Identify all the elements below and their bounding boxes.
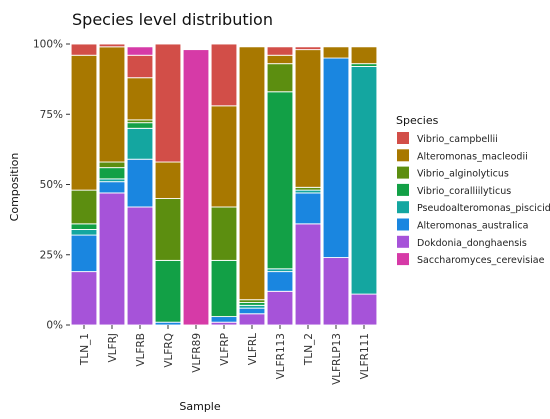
bar-tln-2-alteromonas-australica	[294, 192, 322, 225]
x-tick-label-vlfr113: VLFR113	[275, 333, 287, 379]
bar-vlfrj-vibrio-campbellii	[98, 43, 126, 48]
legend-label-alteromonas-macleodii: Alteromonas_macleodii	[417, 151, 528, 162]
chart-title: Species level distribution	[72, 10, 273, 29]
bar-vlfrj-dokdonia-donghaensis	[98, 192, 126, 326]
y-tick-label: 100%	[33, 39, 63, 51]
bar-tln-1-pseudoalteromonas-piscicida	[70, 229, 98, 236]
bar-vlfr113-vibrio-alginolyticus	[266, 63, 294, 93]
bar-vlfrl-dokdonia-donghaensis	[238, 313, 266, 326]
bar-tln-2-vibrio-campbellii	[294, 46, 322, 51]
bar-vlfrl-alteromonas-australica	[238, 307, 266, 315]
x-axis: TLN_1 VLFRJ VLFRB VLFRQ VLFR89 VLFRP VLFRL VLFR…	[79, 325, 371, 385]
x-axis-title: Sample	[179, 400, 220, 413]
y-tick-label: 50%	[40, 179, 63, 191]
legend-key-vibrio-campbellii	[397, 132, 409, 144]
bar-vlfrlp13-alteromonas-australica	[322, 57, 350, 259]
legend-label-alteromonas-australica: Alteromonas_australica	[417, 221, 528, 232]
bar-vlfrb-saccharomyces-cerevisiae	[126, 46, 154, 56]
bar-vlfrq-alteromonas-macleodii	[154, 161, 182, 200]
bar-vlfrb-pseudoalteromonas-piscicida	[126, 127, 154, 160]
bar-vlfrb-vibrio-campbellii	[126, 54, 154, 79]
bar-vlfr111-alteromonas-macleodii	[350, 46, 378, 65]
bar-vlfr113-vibrio-coralliilyticus	[266, 91, 294, 270]
x-tick-label-tln-2: TLN_2	[303, 333, 315, 366]
x-tick-label-tln-1: TLN_1	[79, 333, 91, 366]
bar-tln-1-alteromonas-australica	[70, 234, 98, 273]
legend-label-vibrio-coralliilyticus: Vibrio_coralliilyticus	[417, 186, 511, 197]
bar-vlfrj-alteromonas-macleodii	[98, 46, 126, 163]
bar-vlfrq-vibrio-campbellii	[154, 43, 182, 163]
x-tick-label-vlfrlp13: VLFRLP13	[331, 333, 343, 385]
bar-vlfr89-saccharomyces-cerevisiae	[182, 49, 210, 326]
legend-label-vibrio-campbellii: Vibrio_campbellii	[417, 134, 498, 145]
bar-vlfrj-alteromonas-australica	[98, 181, 126, 194]
y-tick-label: 75%	[40, 109, 63, 121]
legend-key-vibrio-alginolyticus	[397, 166, 409, 179]
bar-vlfrb-alteromonas-australica	[126, 158, 154, 208]
x-tick-label-vlfr111: VLFR111	[359, 333, 371, 379]
bar-vlfrp-vibrio-campbellii	[210, 43, 238, 107]
bar-tln-1-alteromonas-macleodii	[70, 54, 98, 191]
legend-label-vibrio-alginolyticus: Vibrio_alginolyticus	[417, 169, 509, 180]
bar-vlfrb-dokdonia-donghaensis	[126, 206, 154, 326]
bar-vlfrl-alteromonas-macleodii	[238, 46, 266, 301]
x-tick-label-vlfrq: VLFRQ	[163, 333, 175, 368]
bar-vlfrb-vibrio-coralliilyticus	[126, 122, 154, 129]
bar-tln-2-alteromonas-macleodii	[294, 49, 322, 188]
bar-vlfrp-alteromonas-macleodii	[210, 105, 238, 208]
legend-label-pseudoalteromonas-piscicida: Pseudoalteromonas_piscicida	[417, 203, 550, 214]
legend: Species Vibrio_campbellii Alteromonas_mac…	[396, 114, 550, 266]
x-tick-label-vlfrl: VLFRL	[247, 333, 259, 365]
bar-vlfrp-vibrio-alginolyticus	[210, 206, 238, 261]
bar-vlfrq-vibrio-alginolyticus	[154, 198, 182, 261]
legend-title: Species	[396, 114, 439, 127]
bar-vlfrj-vibrio-coralliilyticus	[98, 167, 126, 180]
bar-vlfr113-dokdonia-donghaensis	[266, 290, 294, 326]
legend-key-alteromonas-macleodii	[397, 149, 409, 162]
legend-label-dokdonia-donghaensis: Dokdonia_donghaensis	[417, 238, 527, 249]
y-axis: 0% 25% 50% 75% 100%	[33, 39, 70, 332]
bar-vlfrj-vibrio-alginolyticus	[98, 161, 126, 169]
bar-vlfrlp13-dokdonia-donghaensis	[322, 257, 350, 326]
bar-vlfr113-alteromonas-macleodii	[266, 54, 294, 65]
bar-tln-1-vibrio-alginolyticus	[70, 189, 98, 225]
legend-key-pseudoalteromonas-piscicida	[397, 201, 409, 214]
x-tick-label-vlfrp: VLFRP	[219, 333, 231, 366]
bar-vlfr111-pseudoalteromonas-piscicida	[350, 66, 378, 295]
y-axis-title: Composition	[8, 153, 21, 222]
x-tick-label-vlfrj: VLFRJ	[107, 333, 119, 362]
bar-vlfrp-alteromonas-australica	[210, 316, 238, 323]
plot-area	[70, 43, 378, 326]
bar-tln-1-vibrio-coralliilyticus	[70, 223, 98, 230]
legend-key-vibrio-coralliilyticus	[397, 183, 409, 196]
y-tick-label: 25%	[40, 249, 63, 261]
bar-vlfrq-vibrio-coralliilyticus	[154, 259, 182, 323]
bar-vlfrb-alteromonas-macleodii	[126, 77, 154, 121]
bar-vlfrlp13-alteromonas-macleodii	[322, 46, 350, 59]
y-tick-label: 0%	[46, 320, 63, 332]
legend-label-saccharomyces-cerevisiae: Saccharomyces_cerevisiae	[417, 255, 545, 266]
legend-key-saccharomyces-cerevisiae	[397, 253, 409, 266]
bar-tln-1-vibrio-campbellii	[70, 43, 98, 56]
x-tick-label-vlfrb: VLFRB	[135, 333, 147, 367]
legend-key-dokdonia-donghaensis	[397, 235, 409, 248]
bar-tln-2-dokdonia-donghaensis	[294, 223, 322, 326]
x-tick-label-vlfr89: VLFR89	[191, 333, 203, 373]
bar-vlfr111-dokdonia-donghaensis	[350, 293, 378, 326]
bar-tln-1-dokdonia-donghaensis	[70, 271, 98, 326]
legend-key-alteromonas-australica	[397, 218, 409, 231]
bar-vlfrp-vibrio-coralliilyticus	[210, 259, 238, 318]
bar-vlfr113-vibrio-campbellii	[266, 46, 294, 56]
bar-vlfr113-alteromonas-australica	[266, 271, 294, 292]
